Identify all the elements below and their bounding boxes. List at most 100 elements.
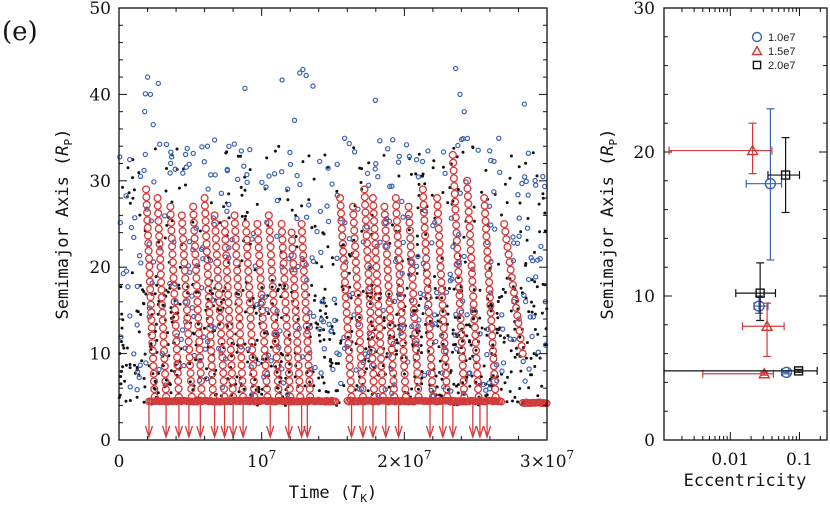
blue-point — [360, 360, 367, 366]
blue-point — [452, 332, 458, 338]
blue-point — [294, 215, 300, 222]
red-track-point — [282, 322, 291, 331]
red-track-point — [156, 262, 165, 271]
blue-point — [156, 141, 163, 147]
black-point — [324, 304, 328, 308]
blue-point — [431, 312, 438, 318]
red-track-point — [501, 227, 510, 236]
black-point — [533, 328, 537, 331]
merger-arrow-head — [468, 425, 477, 440]
black-point — [313, 298, 316, 302]
blue-point — [442, 170, 448, 177]
black-point — [543, 343, 547, 347]
red-track-point — [203, 262, 212, 271]
blue-point — [533, 274, 539, 280]
black-point — [177, 286, 181, 290]
red-track-point — [440, 331, 449, 340]
red-track-point — [190, 234, 199, 243]
red-track-point — [483, 247, 492, 256]
red-track-point — [170, 289, 179, 298]
blue-point — [417, 290, 423, 297]
red-track-point — [437, 278, 446, 287]
red-track-point — [227, 353, 236, 362]
red-track-point — [392, 201, 401, 210]
red-track-point — [217, 329, 226, 338]
black-point — [524, 262, 528, 265]
black-point — [347, 271, 351, 275]
red-track-point — [342, 308, 351, 317]
red-track-point — [145, 277, 154, 286]
red-track-point — [500, 219, 509, 229]
black-point — [473, 219, 476, 223]
red-track-point — [381, 234, 391, 243]
black-point — [518, 387, 522, 390]
black-point — [301, 160, 305, 164]
red-track-point — [201, 224, 210, 233]
red-track-point — [193, 305, 202, 314]
red-track-point — [368, 346, 377, 355]
black-point — [513, 355, 517, 359]
red-track-point — [357, 361, 366, 370]
red-track-point — [143, 216, 152, 225]
red-track-point — [154, 209, 163, 218]
red-track-point — [363, 254, 372, 263]
blue-point — [318, 249, 324, 256]
black-point — [320, 375, 324, 379]
blue-point — [285, 186, 291, 192]
blue-point — [500, 326, 506, 332]
red-track-point — [370, 232, 379, 241]
black-point — [323, 153, 327, 157]
red-track-point — [260, 337, 269, 346]
merger-arrow-head — [368, 425, 378, 440]
red-track-point — [210, 219, 220, 228]
red-track-point — [349, 218, 358, 227]
black-point — [169, 369, 173, 373]
red-track-point — [156, 255, 165, 264]
black-point — [153, 292, 157, 296]
blue-point — [218, 190, 225, 196]
red-track-point — [183, 321, 192, 330]
red-track-point — [466, 246, 475, 255]
red-floor-point — [331, 397, 340, 406]
blue-point — [279, 77, 285, 83]
red-track-point — [340, 270, 349, 279]
black-point — [541, 192, 545, 196]
black-point — [138, 213, 142, 217]
blue-point — [334, 161, 340, 168]
red-track-point — [142, 200, 151, 209]
black-point — [253, 268, 257, 272]
circle-marker — [753, 300, 765, 312]
black-point — [328, 337, 332, 341]
blue-point — [516, 215, 522, 221]
red-track-point — [458, 361, 467, 370]
merger-arrow-head — [239, 425, 248, 440]
square-marker — [793, 366, 804, 376]
red-track-point — [195, 353, 205, 362]
black-point — [519, 369, 523, 373]
black-point — [163, 236, 167, 240]
red-track-point — [220, 384, 229, 393]
black-point — [433, 287, 437, 290]
black-point — [508, 390, 512, 393]
red-track-point — [339, 255, 348, 264]
red-track-point — [413, 376, 422, 386]
red-track-point — [178, 219, 187, 228]
red-track-point — [456, 314, 465, 323]
red-track-point — [339, 247, 348, 256]
black-point — [452, 343, 455, 347]
red-track-point — [191, 258, 200, 267]
black-point — [323, 287, 327, 291]
red-track-point — [304, 369, 314, 378]
red-track-point — [411, 329, 420, 338]
black-point — [511, 285, 515, 289]
blue-point — [516, 233, 522, 239]
blue-point — [245, 346, 251, 352]
black-point — [124, 399, 128, 403]
red-track-point — [350, 226, 359, 235]
red-track-point — [368, 362, 377, 371]
red-track-point — [406, 242, 415, 251]
red-track-point — [512, 303, 521, 312]
red-track-point — [375, 331, 384, 340]
black-point — [430, 193, 434, 197]
black-point — [330, 361, 334, 365]
